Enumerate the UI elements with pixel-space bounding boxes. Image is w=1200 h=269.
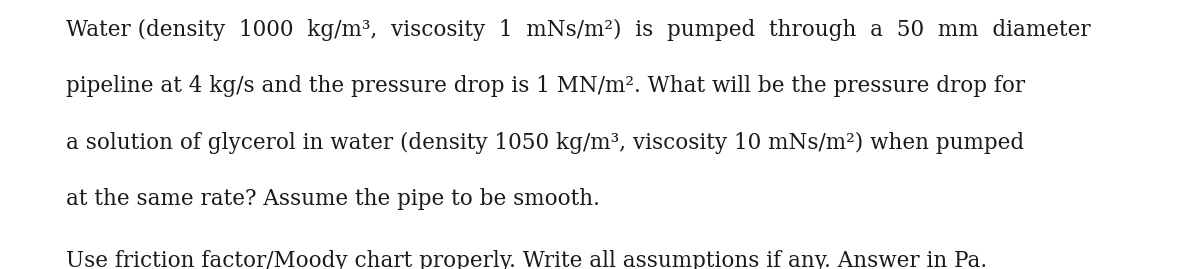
Text: a solution of glycerol in water (density 1050 kg/m³, viscosity 10 mNs/m²) when p: a solution of glycerol in water (density… <box>66 132 1024 154</box>
Text: pipeline at 4 kg/s and the pressure drop is 1 MN/m². What will be the pressure d: pipeline at 4 kg/s and the pressure drop… <box>66 75 1025 97</box>
Text: Water (density  1000  kg/m³,  viscosity  1  mNs/m²)  is  pumped  through  a  50 : Water (density 1000 kg/m³, viscosity 1 m… <box>66 19 1091 41</box>
Text: Use friction factor/Moody chart properly. Write all assumptions if any. Answer i: Use friction factor/Moody chart properly… <box>66 250 988 269</box>
Text: at the same rate? Assume the pipe to be smooth.: at the same rate? Assume the pipe to be … <box>66 188 600 210</box>
